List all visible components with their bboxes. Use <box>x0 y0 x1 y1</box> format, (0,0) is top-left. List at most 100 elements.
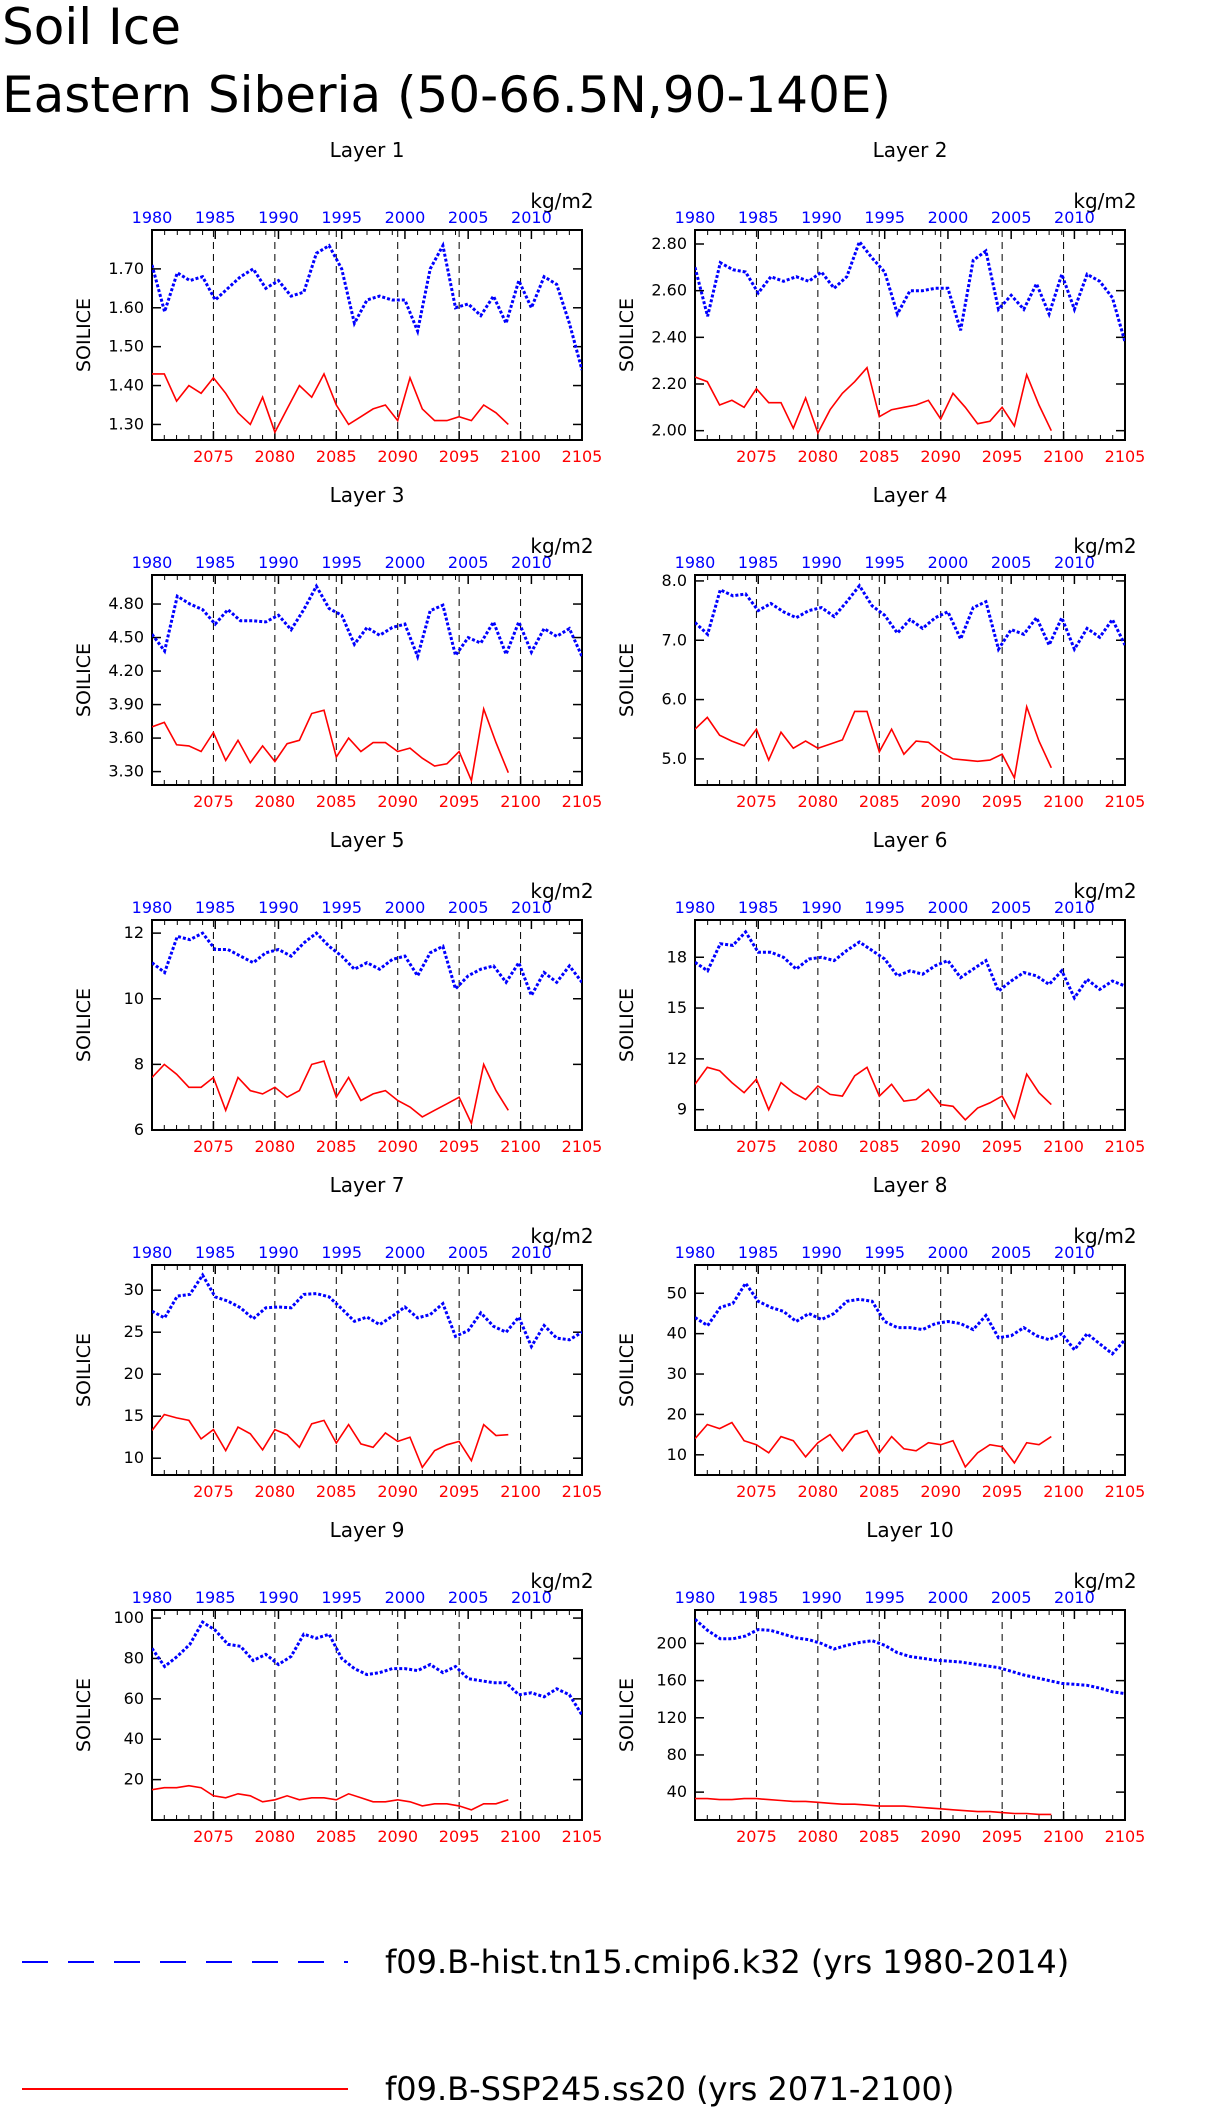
bottom-tick-label: 2095 <box>439 1137 480 1156</box>
y-tick-label: 9 <box>677 1100 687 1119</box>
y-tick-label: 4.20 <box>108 661 144 680</box>
top-tick-label: 1990 <box>258 553 299 572</box>
y-tick-label: 80 <box>667 1745 687 1764</box>
plot-frame <box>694 229 1126 441</box>
top-tick-label: 1985 <box>738 208 779 227</box>
top-tick-label: 1995 <box>864 1243 905 1262</box>
panel-title: Layer 6 <box>873 828 948 852</box>
top-tick-label: 1980 <box>675 208 716 227</box>
y-tick-label: 3.90 <box>108 695 144 714</box>
top-tick-label: 1980 <box>675 898 716 917</box>
panel-title: Layer 1 <box>330 138 405 162</box>
top-tick-label: 1980 <box>132 1243 173 1262</box>
bottom-tick-label: 2105 <box>1105 447 1146 466</box>
bottom-tick-label: 2090 <box>377 447 418 466</box>
bottom-tick-label: 2090 <box>377 1482 418 1501</box>
bottom-tick-label: 2100 <box>500 792 541 811</box>
bottom-tick-label: 2085 <box>316 1137 357 1156</box>
bottom-tick-label: 2105 <box>1105 1137 1146 1156</box>
bottom-tick-label: 2105 <box>1105 1482 1146 1501</box>
y-tick-label: 2.40 <box>651 327 687 346</box>
y-axis-label: SOILICE <box>616 1678 638 1752</box>
series-line-ssp <box>695 1421 1052 1469</box>
y-tick-label: 15 <box>124 1406 144 1425</box>
series-line-hist <box>152 583 582 662</box>
bottom-tick-label: 2100 <box>1043 1482 1084 1501</box>
units-label: kg/m2 <box>1073 189 1136 213</box>
y-tick-label: 2.60 <box>651 281 687 300</box>
bottom-tick-label: 2105 <box>562 1482 603 1501</box>
bottom-tick-label: 2080 <box>797 1482 838 1501</box>
y-tick-label: 160 <box>656 1671 687 1690</box>
top-tick-label: 1985 <box>738 898 779 917</box>
plot-frame <box>694 574 1126 786</box>
y-tick-label: 40 <box>667 1782 687 1801</box>
units-label: kg/m2 <box>1073 534 1136 558</box>
y-tick-label: 3.30 <box>108 762 144 781</box>
panel-title: Layer 3 <box>330 483 405 507</box>
y-tick-label: 50 <box>667 1283 687 1302</box>
bottom-tick-label: 2080 <box>797 1137 838 1156</box>
top-tick-label: 2000 <box>928 208 969 227</box>
bottom-tick-label: 2095 <box>982 792 1023 811</box>
top-tick-label: 2000 <box>385 208 426 227</box>
units-label: kg/m2 <box>530 189 593 213</box>
series-line-ssp <box>152 371 509 435</box>
y-tick-label: 6.0 <box>662 690 687 709</box>
top-tick-label: 2010 <box>511 553 552 572</box>
series-line-hist <box>152 1272 582 1350</box>
top-tick-label: 1985 <box>738 1588 779 1607</box>
y-tick-label: 7.0 <box>662 630 687 649</box>
bottom-tick-label: 2085 <box>859 447 900 466</box>
series-line-ssp <box>695 703 1053 781</box>
y-tick-label: 40 <box>667 1324 687 1343</box>
bottom-tick-label: 2085 <box>316 792 357 811</box>
bottom-tick-label: 2085 <box>859 1137 900 1156</box>
y-tick-label: 8.0 <box>662 571 687 590</box>
series-line-hist <box>695 238 1125 343</box>
top-tick-label: 2000 <box>928 898 969 917</box>
bottom-tick-label: 2090 <box>920 1137 961 1156</box>
top-tick-label: 1985 <box>738 553 779 572</box>
bottom-tick-label: 2095 <box>982 1137 1023 1156</box>
legend-label-2: f09.B-SSP245.ss20 (yrs 2071-2100) <box>385 2070 954 2108</box>
top-tick-label: 1985 <box>195 898 236 917</box>
bottom-tick-label: 2080 <box>254 1482 295 1501</box>
top-tick-label: 1995 <box>864 1588 905 1607</box>
bottom-tick-label: 2075 <box>736 447 777 466</box>
units-label: kg/m2 <box>530 879 593 903</box>
plot-frame <box>151 1609 583 1821</box>
bottom-tick-label: 2085 <box>859 792 900 811</box>
panels-grid: Layer 1 kg/m2 1980 1985 1990 1995 2000 2005 2010… <box>73 138 1145 1846</box>
top-tick-label: 1980 <box>132 208 173 227</box>
series-line-ssp <box>695 1066 1052 1121</box>
series-line-ssp <box>152 1784 509 1811</box>
bottom-tick-label: 2075 <box>736 1137 777 1156</box>
y-tick-label: 80 <box>124 1648 144 1667</box>
y-axis-label: SOILICE <box>616 298 638 372</box>
bottom-tick-label: 2080 <box>797 1827 838 1846</box>
bottom-tick-label: 2105 <box>562 792 603 811</box>
y-tick-label: 4.50 <box>108 628 144 647</box>
bottom-tick-label: 2075 <box>193 1827 234 1846</box>
bottom-tick-label: 2085 <box>316 1827 357 1846</box>
bottom-tick-label: 2100 <box>1043 1827 1084 1846</box>
panel-title: Layer 8 <box>873 1173 948 1197</box>
plot-frame <box>694 1264 1126 1476</box>
top-tick-label: 1980 <box>132 553 173 572</box>
top-tick-label: 1990 <box>801 1243 842 1262</box>
top-tick-label: 1985 <box>195 208 236 227</box>
bottom-tick-label: 2080 <box>254 1137 295 1156</box>
top-tick-label: 2005 <box>991 208 1032 227</box>
y-tick-label: 30 <box>667 1364 687 1383</box>
bottom-tick-label: 2080 <box>797 792 838 811</box>
bottom-tick-label: 2075 <box>736 1482 777 1501</box>
top-tick-label: 1980 <box>675 1588 716 1607</box>
bottom-tick-label: 2095 <box>439 1482 480 1501</box>
bottom-tick-label: 2100 <box>1043 447 1084 466</box>
bottom-tick-label: 2080 <box>254 1827 295 1846</box>
y-tick-label: 40 <box>124 1729 144 1748</box>
y-tick-label: 25 <box>124 1322 144 1341</box>
